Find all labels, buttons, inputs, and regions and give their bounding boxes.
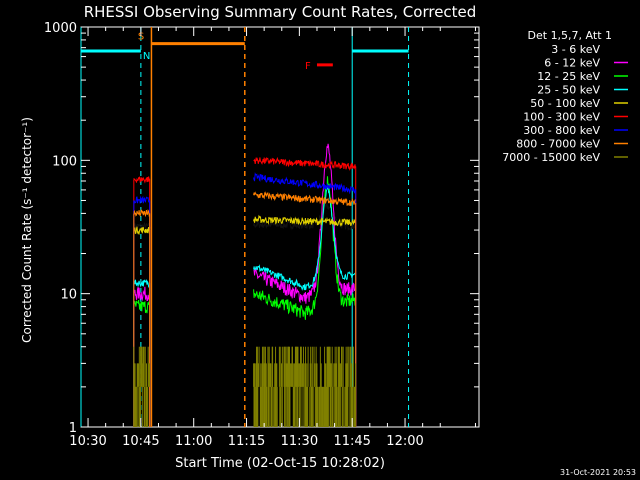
y-tick-label: 1000 [44,21,77,36]
y-axis-label: Corrected Count Rate (s⁻¹ detector⁻¹) [20,117,34,343]
series-trace [253,191,356,207]
legend-label: 6 - 12 keV [544,57,600,70]
legend-label: 100 - 300 keV [523,111,600,124]
marker-bars: SN F [81,32,409,72]
legend-label: 3 - 6 keV [551,43,600,56]
series-trace [253,176,356,320]
x-tick-label: 11:15 [228,434,265,449]
series-trace [133,300,150,314]
series-trace [253,156,356,171]
series-trace [133,209,151,218]
series-layer [133,143,357,427]
series-trace [133,195,151,204]
legend-label: 50 - 100 keV [530,97,600,110]
x-tick-label: 11:30 [281,434,318,449]
series-trace [253,186,356,291]
chart-title: RHESSI Observing Summary Count Rates, Co… [84,3,477,21]
y-tick-label: 1 [69,421,77,436]
series-trace [253,172,356,195]
x-axis-label: Start Time (02-Oct-15 10:28:02) [175,456,385,471]
series-trace [133,226,151,236]
y-tick-label: 10 [60,288,77,303]
x-tick-label: 10:45 [122,434,159,449]
series-trace [133,222,151,230]
y-axis: 1 10 100 1000 [44,21,479,436]
legend-label: 7000 - 15000 keV [502,151,600,164]
series-trace [253,202,356,231]
legend-label: 25 - 50 keV [537,84,600,97]
x-tick-label: 11:00 [175,434,212,449]
series-trace [253,143,356,304]
marker-label-s: S [138,32,144,43]
legend-label: 12 - 25 keV [537,70,600,83]
x-axis: 10:30 10:45 11:00 11:15 11:30 11:45 12:00 [69,27,476,449]
legend-header: Det 1,5,7, Att 1 [528,29,612,42]
series-trace [133,176,151,184]
series-trace [133,286,151,302]
x-tick-label: 12:00 [386,434,423,449]
series-7000-15000-kev [133,346,356,427]
legend-label: 800 - 7000 keV [516,138,600,151]
x-tick-label: 10:30 [69,434,106,449]
marker-label-n: N [143,51,150,62]
x-tick-label: 11:45 [333,434,370,449]
y-tick-label: 100 [52,154,77,169]
series-trace [133,278,150,288]
series-trace [253,214,356,227]
legend-label: 300 - 800 keV [523,124,600,137]
timestamp: 31-Oct-2021 20:53 [560,468,636,477]
marker-label-f: F [305,61,311,72]
